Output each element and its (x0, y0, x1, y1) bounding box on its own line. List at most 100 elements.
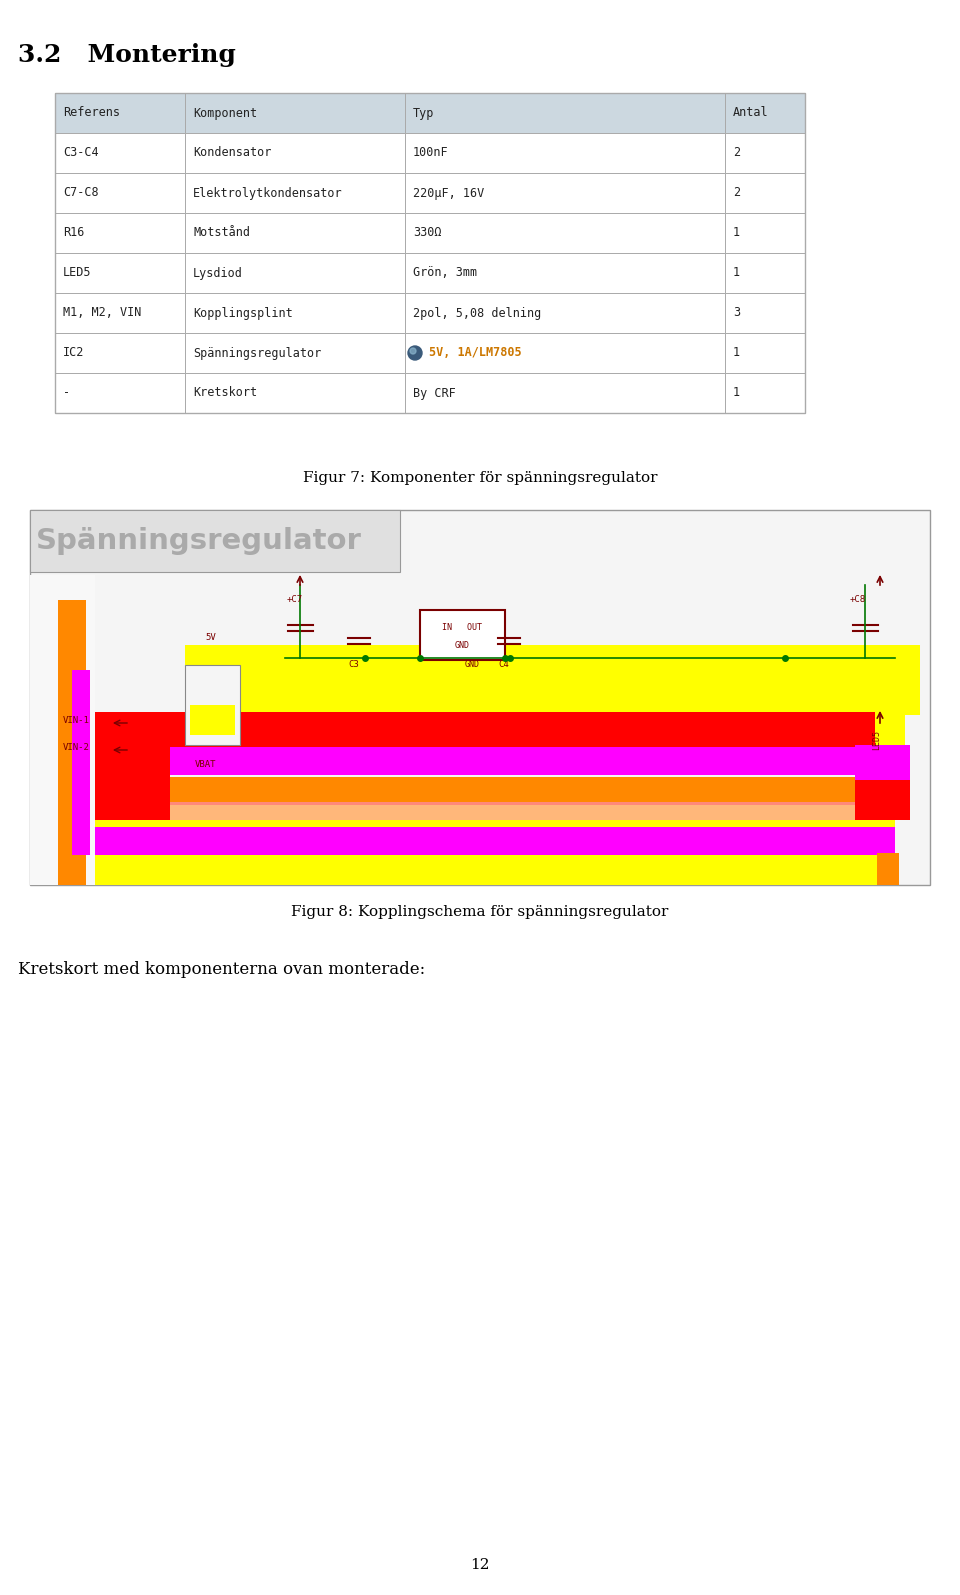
Bar (185, 293, 405, 333)
Bar (855, 780, 910, 820)
Text: Kretskort: Kretskort (193, 386, 257, 399)
Text: R16: R16 (63, 226, 84, 239)
Bar (95, 711, 895, 750)
Bar (190, 705, 235, 735)
Text: VIN-1: VIN-1 (63, 716, 90, 726)
Text: 5V: 5V (205, 633, 216, 643)
Text: 1: 1 (733, 226, 740, 239)
Text: LED5: LED5 (872, 731, 881, 750)
Bar (30, 576, 95, 885)
Text: 1: 1 (733, 266, 740, 279)
Text: Spänningsregulator: Spänningsregulator (193, 346, 322, 359)
Bar (55, 93, 805, 413)
Text: C7-C8: C7-C8 (63, 187, 99, 199)
Text: Referens: Referens (63, 107, 120, 120)
Text: 1: 1 (733, 386, 740, 399)
Text: 12: 12 (470, 1558, 490, 1573)
Bar (185, 333, 405, 373)
Bar (55, 373, 185, 413)
Bar (95, 719, 170, 820)
Bar (405, 172, 725, 214)
Text: Lysdiod: Lysdiod (193, 266, 243, 279)
Text: 100nF: 100nF (413, 147, 448, 160)
Text: +C8: +C8 (850, 595, 866, 605)
Bar (405, 132, 725, 172)
Bar (55, 93, 185, 132)
Bar (725, 214, 805, 254)
Text: Kopplingsplint: Kopplingsplint (193, 306, 293, 319)
Bar (405, 293, 725, 333)
Bar (55, 333, 185, 373)
Text: 220μF, 16V: 220μF, 16V (413, 187, 484, 199)
Text: 3: 3 (733, 306, 740, 319)
Bar (725, 254, 805, 293)
Text: Elektrolytkondensator: Elektrolytkondensator (193, 187, 343, 199)
Text: Komponent: Komponent (193, 107, 257, 120)
Text: Motstånd: Motstånd (193, 226, 250, 239)
Bar (185, 373, 405, 413)
Text: +C7: +C7 (287, 595, 303, 605)
Bar (95, 826, 895, 855)
Text: VIN-2: VIN-2 (63, 743, 90, 751)
Bar (725, 373, 805, 413)
Bar (55, 293, 185, 333)
Bar (405, 214, 725, 254)
Text: 330Ω: 330Ω (413, 226, 442, 239)
Text: Figur 7: Komponenter för spänningsregulator: Figur 7: Komponenter för spänningsregula… (302, 471, 658, 485)
Bar (725, 172, 805, 214)
Text: M1, M2, VIN: M1, M2, VIN (63, 306, 141, 319)
Bar (95, 746, 895, 775)
Bar (405, 93, 725, 132)
Circle shape (408, 346, 422, 360)
Bar (95, 802, 895, 820)
Text: Spänningsregulator: Spänningsregulator (36, 526, 362, 555)
Bar (55, 214, 185, 254)
Bar (30, 510, 930, 885)
Text: IN   OUT: IN OUT (443, 624, 483, 633)
Bar (420, 609, 505, 660)
Bar (405, 254, 725, 293)
Text: 1: 1 (733, 346, 740, 359)
Text: 5V, 1A/LM7805: 5V, 1A/LM7805 (429, 346, 521, 359)
Text: Antal: Antal (733, 107, 769, 120)
Text: LED5: LED5 (63, 266, 91, 279)
Bar (72, 670, 90, 855)
Text: By CRF: By CRF (413, 386, 456, 399)
Text: Typ: Typ (413, 107, 434, 120)
Bar (185, 93, 405, 132)
Text: Kondensator: Kondensator (193, 147, 272, 160)
Text: -: - (63, 386, 70, 399)
Bar (185, 665, 240, 745)
Text: Kretskort med komponenterna ovan monterade:: Kretskort med komponenterna ovan montera… (18, 962, 425, 978)
Bar (725, 333, 805, 373)
Text: GND: GND (465, 660, 480, 668)
Bar (185, 644, 920, 715)
Bar (55, 132, 185, 172)
Bar (185, 172, 405, 214)
Bar (30, 510, 400, 573)
Text: Figur 8: Kopplingschema för spänningsregulator: Figur 8: Kopplingschema för spänningsreg… (291, 904, 669, 919)
Bar (58, 600, 86, 885)
Bar (725, 93, 805, 132)
Bar (405, 333, 725, 373)
Bar (185, 254, 405, 293)
Text: VBAT: VBAT (195, 759, 217, 769)
Text: IC2: IC2 (63, 346, 84, 359)
Bar (855, 745, 910, 780)
Bar (95, 777, 895, 805)
Bar (185, 214, 405, 254)
Bar (877, 853, 899, 885)
Text: C4: C4 (498, 660, 509, 668)
Text: Grön, 3mm: Grön, 3mm (413, 266, 477, 279)
Bar (55, 254, 185, 293)
Bar (405, 373, 725, 413)
Text: C3-C4: C3-C4 (63, 147, 99, 160)
Bar (185, 132, 405, 172)
Text: 2pol, 5,08 delning: 2pol, 5,08 delning (413, 306, 541, 319)
Bar (725, 293, 805, 333)
Bar (725, 132, 805, 172)
Bar (875, 700, 905, 745)
Bar (95, 805, 895, 885)
Text: C3: C3 (348, 660, 359, 668)
Circle shape (410, 348, 416, 354)
